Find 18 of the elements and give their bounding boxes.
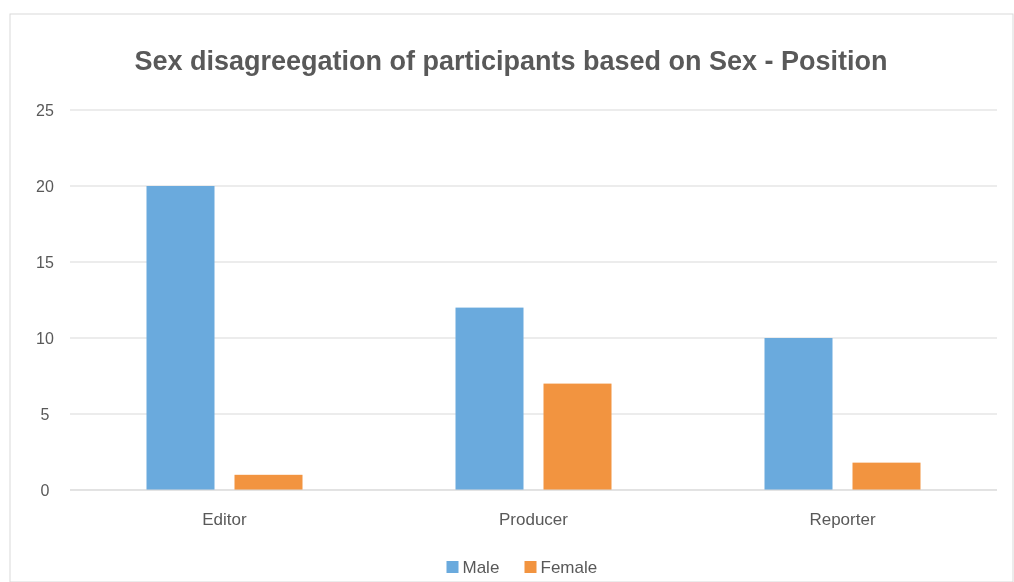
legend-label: Female [540,558,598,577]
y-tick-label: 15 [36,253,54,271]
chart-title: Sex disagreegation of participants based on Sex - Position [134,46,888,76]
bar [146,186,215,490]
bar [234,474,303,490]
legend-label: Male [462,558,500,577]
bar [764,338,833,490]
x-tick-label: Editor [202,510,248,529]
x-tick-label: Reporter [809,510,876,529]
y-tick-label: 5 [40,405,50,423]
y-tick-label: 20 [36,177,54,195]
bar [455,307,524,490]
bar [543,383,612,490]
x-tick-label: Producer [499,510,569,529]
y-tick-label: 10 [36,329,54,347]
y-tick-label: 0 [40,481,50,499]
bar [852,462,921,490]
y-tick-label: 25 [36,101,54,119]
